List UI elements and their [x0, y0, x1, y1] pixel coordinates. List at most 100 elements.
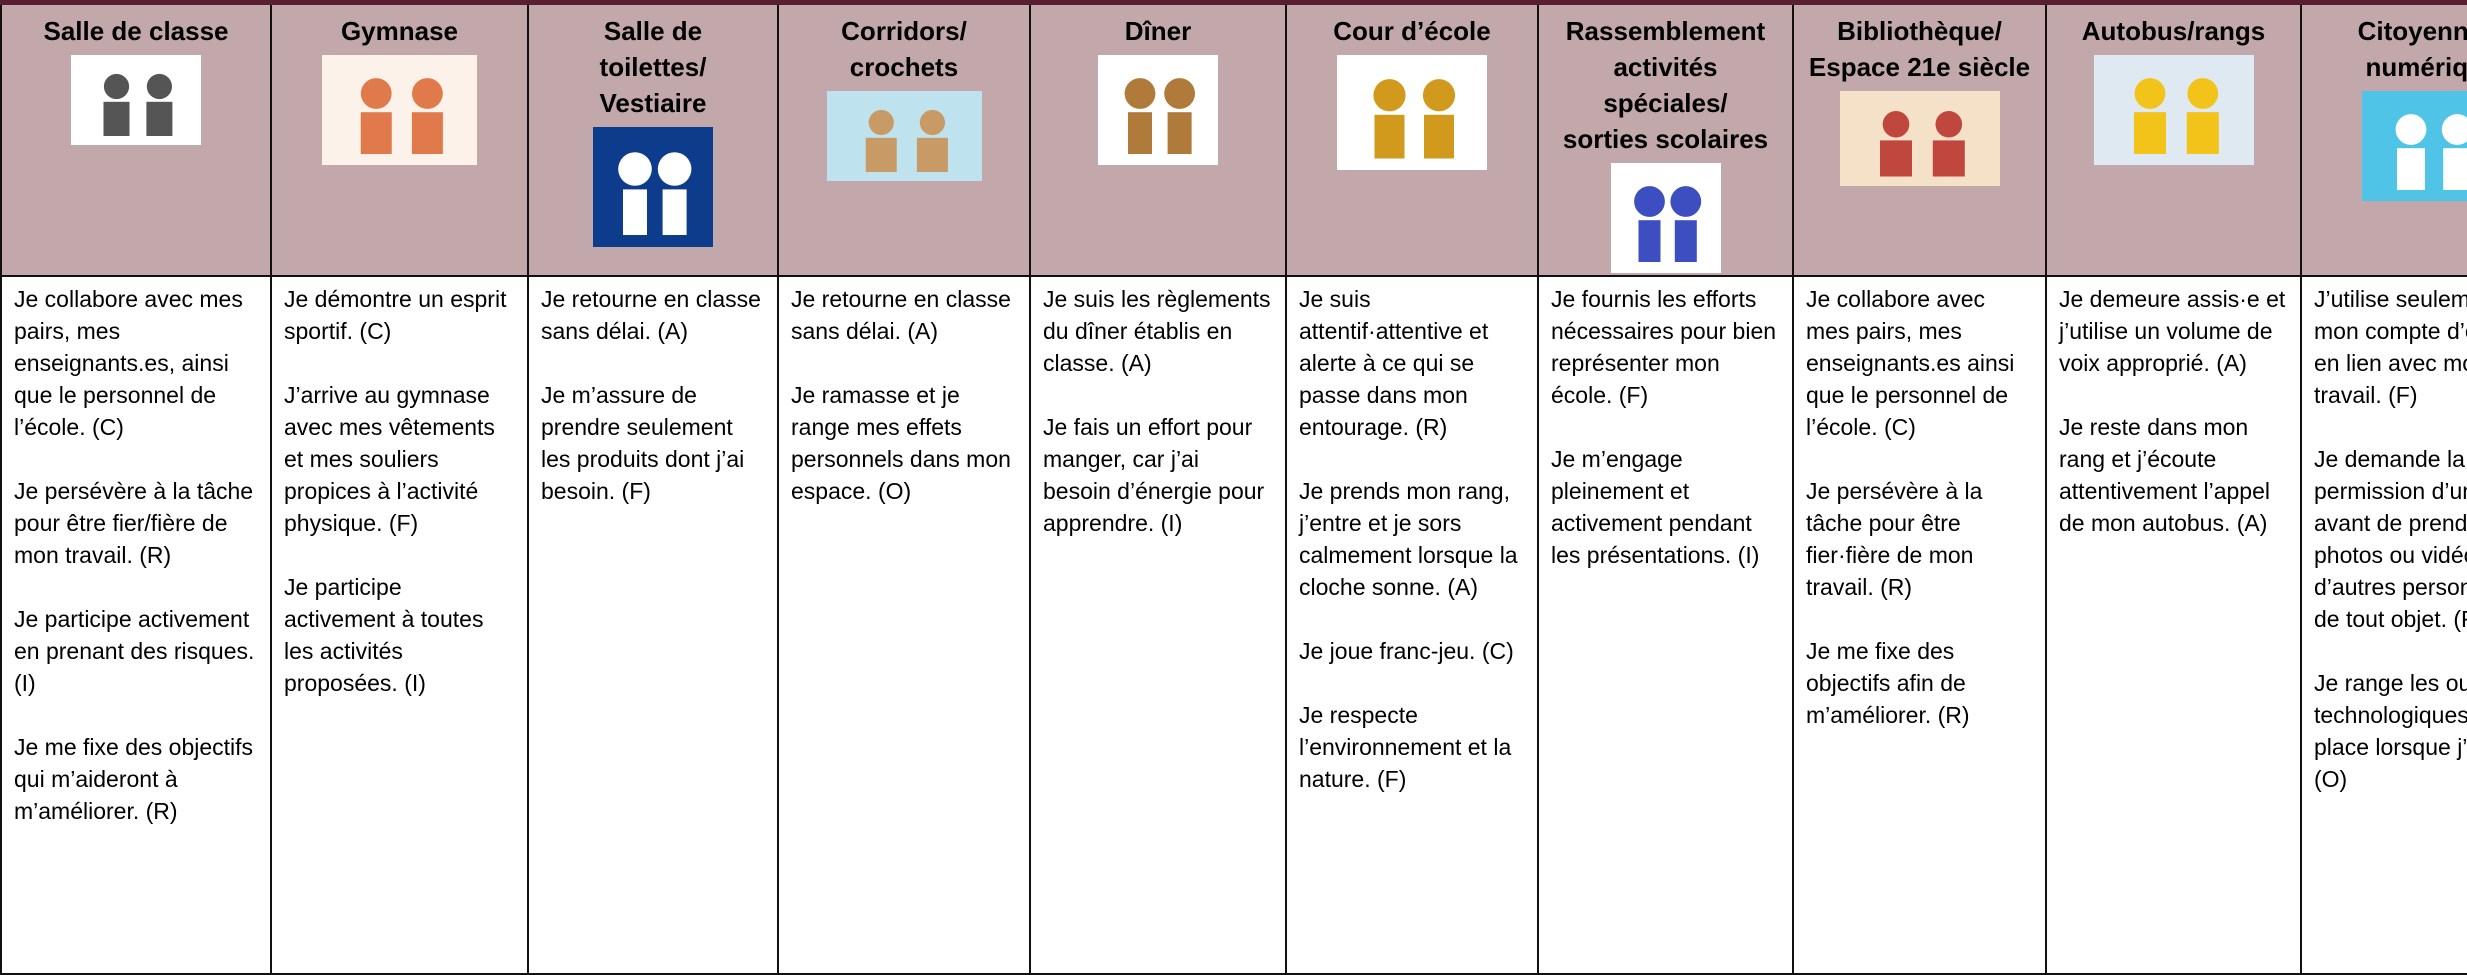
icon-shape [360, 78, 392, 109]
header-title: Vestiaire [599, 88, 707, 118]
icon-shape [868, 109, 894, 136]
icon-shape [71, 55, 201, 145]
icon-shape [2186, 112, 2219, 154]
header-cell: Cour d’école [1285, 1, 1539, 277]
behaviour-item: Je démontre un esprit sportif. (C) [284, 286, 507, 344]
icon-shape [826, 91, 982, 181]
icon-shape [103, 73, 130, 100]
behaviour-item: Je suis attentif·attentive et alerte à c… [1299, 286, 1489, 440]
header-cell: Corridors/crochets [777, 1, 1031, 277]
icon [2093, 55, 2254, 165]
icon [593, 127, 713, 247]
icon-shape [1610, 163, 1721, 273]
body-cell: Je fournis les efforts nécessaires pour … [1537, 275, 1794, 975]
header-title: activités [1613, 52, 1718, 82]
behaviour-item: Je participe activement en prenant des r… [14, 606, 255, 696]
icon-shape [618, 152, 652, 186]
icon-shape [1669, 186, 1701, 217]
header-cell: Citoyenneté numérique [2300, 1, 2467, 277]
icon-shape [1098, 55, 1218, 165]
behaviour-item: J’utilise seulement mon compte d’école e… [2314, 286, 2467, 408]
body-cell: Je démontre un esprit sportif. (C) J’arri… [270, 275, 529, 975]
icon-shape [1164, 78, 1195, 109]
behaviour-item: Je reste dans mon rang et j’écoute atten… [2059, 414, 2270, 536]
header-title: sorties scolaires [1562, 124, 1769, 154]
icon-shape [2093, 55, 2254, 165]
icon-shape [623, 189, 647, 235]
icon-shape [411, 112, 443, 154]
header-title: Cour d’école [1333, 16, 1491, 46]
icon [1337, 55, 1487, 170]
behaviour-item: Je me fixe des objectifs qui m’aideront … [14, 734, 254, 824]
icon-shape [2395, 114, 2427, 145]
header-title: toilettes/ [599, 52, 707, 82]
header-title: Gymnase [340, 16, 459, 46]
icon-shape [2441, 114, 2467, 145]
header-title: Salle de classe [43, 16, 229, 46]
body-cell: Je collabore avec mes pairs, mes enseign… [0, 275, 272, 975]
icon-shape [1932, 140, 1965, 177]
header-title: Salle de [603, 16, 703, 46]
icon-shape [1374, 114, 1405, 159]
icon-shape [146, 101, 173, 136]
icon [1098, 55, 1218, 165]
behaviour-item: Je retourne en classe sans délai. (A) [791, 286, 1011, 344]
icon-shape [1424, 114, 1454, 159]
icon-shape [1124, 78, 1156, 109]
behaviour-item: Je fournis les efforts nécessaires pour … [1551, 286, 1777, 408]
header-row: Salle de classe Gymnase Salle de toilettes/… [0, 1, 2467, 277]
icon-shape [2186, 78, 2218, 109]
icon-shape [1935, 110, 1962, 138]
behaviour-item: Je m’assure de prendre seulement les pro… [541, 382, 745, 504]
icon-shape [360, 112, 392, 154]
behaviour-item: Je suis les règlements du dîner établis … [1043, 286, 1271, 376]
header-title: Autobus/rangs [2081, 16, 2266, 46]
icon [826, 91, 982, 181]
behaviour-item: Je collabore avec mes pairs, mes enseign… [14, 286, 243, 440]
header-title: Rassemblement [1565, 16, 1766, 46]
icon [71, 55, 201, 145]
header-title: crochets [849, 52, 959, 82]
header-title: Bibliothèque/ [1837, 16, 2002, 46]
body-cell: Je retourne en classe sans délai. (A) Je … [527, 275, 779, 975]
icon-shape [322, 55, 477, 165]
body-cell: Je retourne en classe sans délai. (A) Je … [777, 275, 1031, 975]
icon-shape [1337, 55, 1487, 170]
icon-shape [916, 137, 948, 172]
icon-shape [1373, 79, 1406, 112]
behaviour-item: J’arrive au gymnase avec mes vêtements e… [284, 382, 495, 536]
behaviour-item: Je persévère à la tâche pour être fier·f… [1806, 478, 1983, 600]
body-cell: J’utilise seulement mon compte d’école e… [2300, 275, 2467, 975]
icon [2362, 91, 2467, 201]
behaviour-item: Je retourne en classe sans délai. (A) [541, 286, 761, 344]
behaviour-item: Je m’engage pleinement et activement pen… [1551, 446, 1760, 568]
icon-shape [1638, 220, 1660, 262]
icon-shape [1839, 91, 2000, 186]
icon-shape [1128, 112, 1152, 154]
behaviour-item: Je ramasse et je range mes effets person… [791, 382, 1011, 504]
behaviour-item: Je respecte l’environnement et la nature… [1299, 702, 1512, 792]
icon-shape [919, 109, 945, 136]
icon-shape [865, 137, 897, 172]
body-cell: Je suis attentif·attentive et alerte à c… [1285, 275, 1539, 975]
icon [1839, 91, 2000, 186]
icon-shape [1882, 110, 1909, 138]
body-row: Je collabore avec mes pairs, mes enseign… [0, 275, 2467, 975]
header-title: spéciales/ [1603, 88, 1728, 118]
icon-shape [2443, 148, 2467, 190]
behaviour-item: Je me fixe des objectifs afin de m’améli… [1806, 638, 1970, 728]
icon-shape [593, 127, 713, 247]
header-title: Corridors/ [841, 16, 967, 46]
icon-shape [2133, 112, 2166, 154]
header-cell: Autobus/rangs [2045, 1, 2302, 277]
behaviour-item: Je demande la permission d’un adulte ava… [2314, 446, 2467, 632]
icon-shape [657, 152, 692, 186]
header-title: Dîner [1124, 16, 1192, 46]
body-cell: Je demeure assis·e et j’utilise un volum… [2045, 275, 2302, 975]
behaviour-item: Je collabore avec mes pairs, mes enseign… [1806, 286, 2015, 440]
icon-shape [146, 73, 172, 100]
header-title: numérique [2365, 52, 2467, 82]
behaviour-item: Je persévère à la tâche pour être fier/f… [14, 478, 254, 568]
icon-shape [2134, 78, 2165, 109]
